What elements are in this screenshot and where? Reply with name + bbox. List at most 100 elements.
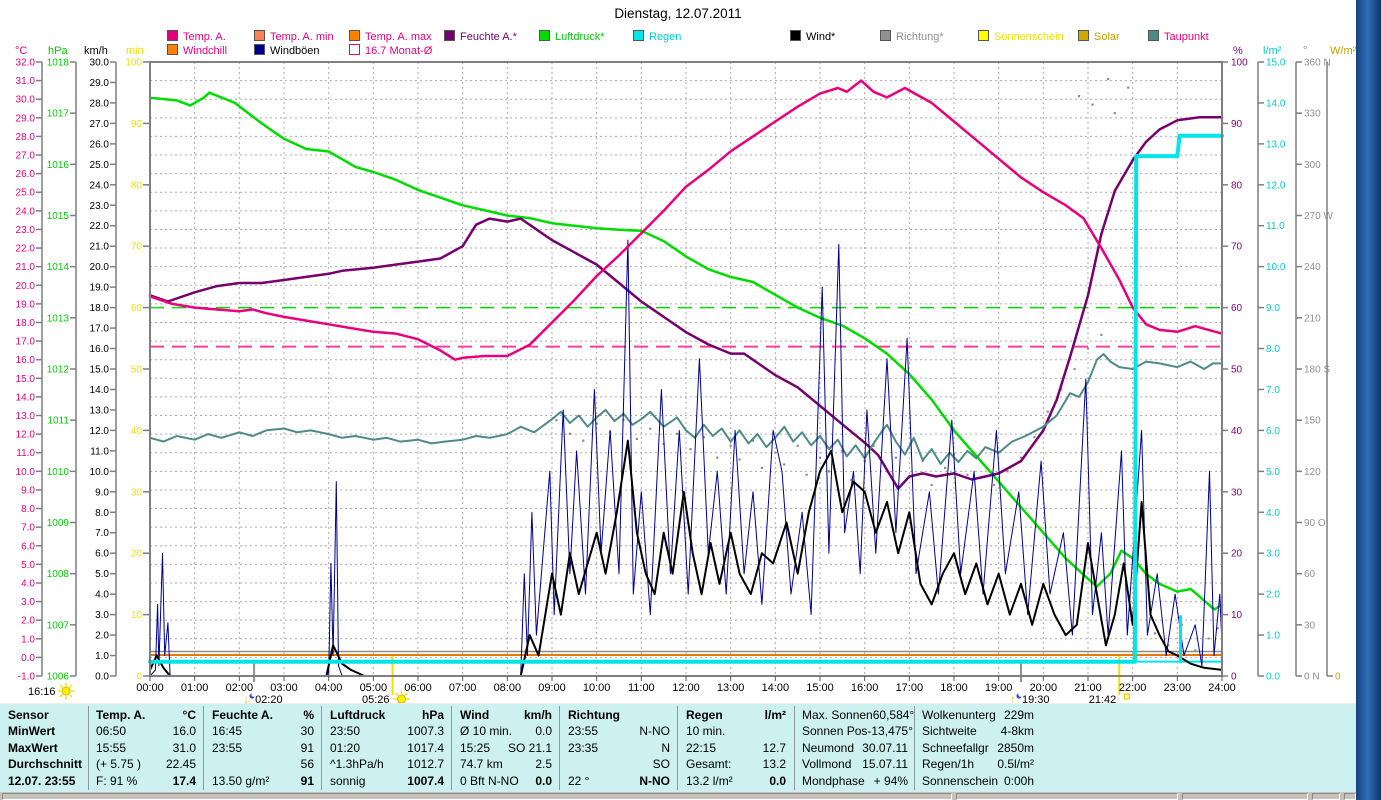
axis-label: 7.0	[1266, 385, 1280, 396]
svg-text:↓: ↓	[243, 692, 249, 703]
axis-label: 20	[1231, 549, 1243, 560]
cell-value: N	[661, 740, 670, 755]
table-row: 13.50 g/m² 91	[212, 773, 314, 789]
cell-value: 1007.4	[407, 773, 444, 788]
axis-label: 9.0	[1266, 303, 1280, 314]
axis-label: 22.0	[16, 244, 36, 255]
x-tick-label: 08:00	[494, 682, 522, 694]
cell-label: Sichtweite	[922, 724, 977, 739]
legend-swatch	[633, 30, 644, 41]
axis-label: 2.0	[21, 616, 35, 627]
axis-label: 1017	[47, 109, 70, 120]
axis-label: 8.0	[21, 504, 35, 515]
legend-item-temp-a-max: Temp. A. max	[349, 30, 432, 43]
axis-label: 3.0	[1266, 549, 1280, 560]
x-tick-label: 20:00	[1030, 682, 1058, 694]
axis-label: 30	[131, 487, 143, 498]
axis-label: 24.0	[16, 206, 36, 217]
axis-label: 6.0	[1266, 426, 1280, 437]
table-row: 22:15 12.7	[686, 740, 786, 756]
axis-label: 210	[1304, 313, 1321, 324]
table-row: 23:55 N-NO	[568, 723, 670, 739]
axis-label: 15.0	[90, 365, 110, 376]
axis-label: 28.0	[90, 98, 110, 109]
cell-label: Gesamt:	[686, 757, 732, 772]
table-row: 23:35 N	[568, 740, 670, 756]
cell-value: 30.07.11	[862, 740, 908, 755]
cell-label: 12.07. 23:55	[8, 773, 76, 788]
cell-label: F: 91 %	[96, 773, 138, 788]
cell-value: SO 21.1	[507, 740, 552, 755]
legend-label: Richtung*	[896, 31, 944, 43]
table-separator	[321, 706, 322, 790]
cell-value: 229m	[1003, 708, 1034, 722]
axis-label: 1015	[47, 211, 70, 222]
table-row: Ø 10 min. 0.0	[460, 723, 552, 739]
table-col-richtung: Richtung 23:55 N-NO 23:35 N SO 22 ° N-NO	[568, 707, 670, 789]
table-row: Regen l/m²	[686, 707, 786, 723]
axis-label: 10.0	[1266, 262, 1286, 273]
table-row: 74.7 km 2.5	[460, 756, 552, 772]
table-row: Durchschnitt	[8, 756, 84, 772]
table-col-regen: Regen l/m² 10 min. 22:15 12.7 Gesamt: 13.2 13.2…	[686, 707, 786, 789]
table-row: Luftdruck hPa	[330, 707, 444, 723]
axis-label: 270 W	[1304, 211, 1333, 222]
cell-label: 23:55	[568, 724, 599, 739]
x-tick-label: 13:00	[717, 682, 745, 694]
axis-label: 19.0	[90, 283, 110, 294]
axis-header-wm2: W/m²	[1330, 45, 1357, 57]
legend-item-solar: Solar	[1078, 30, 1120, 43]
axis-label: 14.0	[16, 392, 36, 403]
legend-label: Temp. A.	[183, 31, 226, 43]
axis-label: 40	[131, 426, 143, 437]
axis-label: 80	[1231, 180, 1243, 191]
legend-swatch	[349, 44, 360, 55]
x-tick-label: 18:00	[940, 682, 968, 694]
axis-label: 17.0	[90, 324, 110, 335]
table-row: Regen/1h 0.5l/m²	[922, 756, 1034, 772]
axis-label: 14.0	[1266, 98, 1286, 109]
table-row: 10 min.	[686, 723, 786, 739]
table-row: 13.2 l/m² 0.0	[686, 773, 786, 789]
x-axis: 00:00 01:00 02:00 03:00 04:00 05:00 06:00 07:00…	[136, 676, 1236, 694]
cell-value: -13,475°	[867, 724, 913, 739]
cell-label: 16:45	[212, 724, 243, 739]
x-tick-label: 16:00	[851, 682, 879, 694]
x-tick-label: 15:00	[806, 682, 834, 694]
legend-label: Solar	[1094, 31, 1120, 43]
axis-label: 5.0	[21, 560, 35, 571]
table-row: F: 91 % 17.4	[96, 773, 196, 789]
axis-temp: °C32.0 31.0 30.0 29.0 28.0 27.0 26.0 25.0 24.0 23…	[15, 45, 43, 683]
axis-label: 1014	[47, 262, 70, 273]
event-time: 02:20	[255, 694, 283, 703]
cell-value: %	[303, 708, 314, 722]
axis-label: 19.0	[16, 299, 36, 310]
legend-swatch	[444, 30, 455, 41]
cell-value: 13.2	[762, 757, 786, 772]
axis-label: 12.0	[16, 430, 36, 441]
table-row: Sensor	[8, 707, 84, 723]
legend-swatch	[1078, 30, 1089, 41]
axis-label: 90	[131, 119, 143, 130]
cell-label: MinWert	[8, 724, 56, 739]
x-tick-label: 22:00	[1119, 682, 1147, 694]
window-background-edge	[1356, 0, 1381, 800]
table-row: sonnig 1007.4	[330, 773, 444, 789]
axis-label: 16.0	[16, 355, 36, 366]
x-tick-label: 12:00	[672, 682, 700, 694]
axis-label: 18.0	[90, 303, 110, 314]
legend-swatch	[349, 30, 360, 41]
axis-label: 100	[125, 58, 142, 69]
cell-label: Wolkenunterg	[922, 708, 996, 722]
x-tick-label: 21:00	[1074, 682, 1102, 694]
table-row: Sonnen Pos -13,475°	[802, 723, 913, 739]
axis-label: 21.0	[90, 242, 110, 253]
table-row: Richtung	[568, 707, 670, 723]
x-tick-label: 02:00	[226, 682, 254, 694]
axis-label: 17.0	[16, 337, 36, 348]
table-row: Gesamt: 13.2	[686, 756, 786, 772]
axis-label: 1.0	[1266, 631, 1280, 642]
axis-label: 50	[131, 365, 143, 376]
axis-label: 11.0	[1266, 221, 1285, 232]
